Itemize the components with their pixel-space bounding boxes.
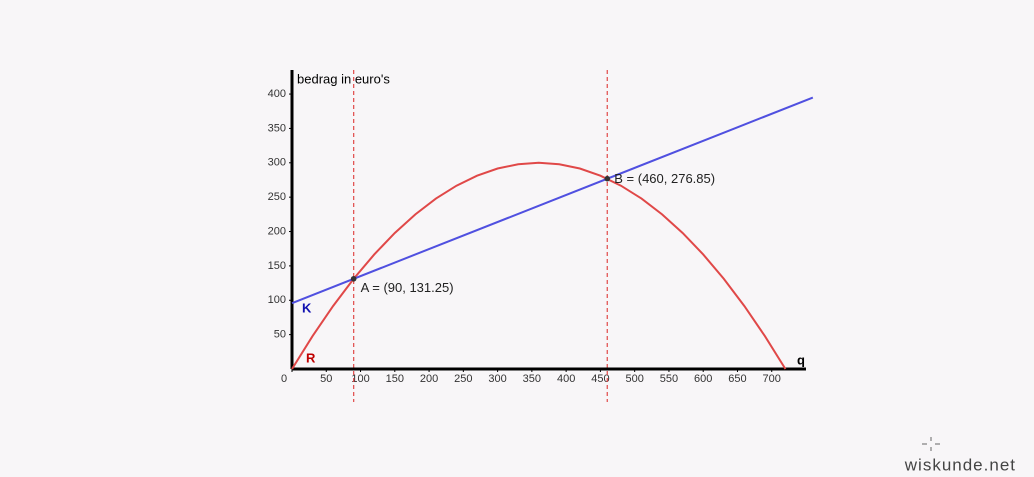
- x-tick-label: 400: [557, 373, 575, 385]
- y-tick-label: 400: [268, 88, 286, 100]
- watermark: wiskunde.net: [904, 455, 1016, 474]
- x-tick-label: 250: [454, 373, 472, 385]
- x-tick-label: 50: [320, 373, 332, 385]
- series-line: [291, 96, 814, 305]
- x-tick-label: 450: [591, 373, 609, 385]
- intersection-point: [604, 175, 611, 182]
- point-label: B = (460, 276.85): [614, 171, 715, 186]
- y-tick-label: 150: [268, 260, 286, 272]
- y-tick-label: 50: [274, 329, 286, 341]
- y-tick-label: 100: [268, 294, 286, 306]
- y-tick-label: 200: [268, 225, 286, 237]
- y-tick-label: 300: [268, 157, 286, 169]
- y-axis-label: bedrag in euro's: [297, 71, 390, 86]
- x-tick-label: 0: [281, 373, 287, 385]
- intersection-point: [350, 275, 357, 282]
- x-tick-label: 350: [523, 373, 541, 385]
- x-tick-label: 150: [386, 373, 404, 385]
- series-label: K: [302, 300, 312, 315]
- point-label: A = (90, 131.25): [361, 280, 454, 295]
- x-tick-label: 650: [728, 373, 746, 385]
- x-axis-label: q: [797, 352, 805, 367]
- x-tick-label: 300: [488, 373, 506, 385]
- x-tick-label: 550: [660, 373, 678, 385]
- cursor-icon: [922, 437, 940, 451]
- y-tick-label: 250: [268, 191, 286, 203]
- x-tick-label: 200: [420, 373, 438, 385]
- x-tick-label: 600: [694, 373, 712, 385]
- x-tick-label: 100: [351, 373, 369, 385]
- series-line: [291, 161, 787, 370]
- x-tick-label: 700: [763, 373, 781, 385]
- x-tick-label: 500: [625, 373, 643, 385]
- y-tick-label: 350: [268, 122, 286, 134]
- series-label: R: [306, 350, 316, 365]
